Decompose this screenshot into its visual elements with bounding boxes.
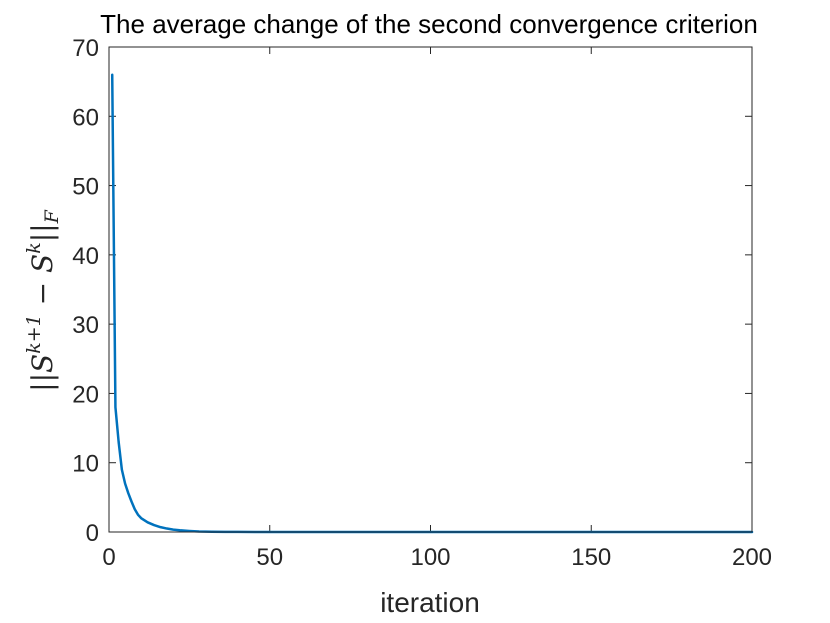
axis-ticks: 0 50 100 150 200 0 10 20 30 40 50 60 70 bbox=[72, 35, 772, 571]
x-tick-label: 50 bbox=[256, 544, 283, 571]
y-label-superscript: k+1 bbox=[23, 314, 45, 354]
x-tick-label: 100 bbox=[410, 544, 450, 571]
y-tick-label: 0 bbox=[86, 520, 99, 547]
y-tick-label: 50 bbox=[72, 174, 99, 201]
x-axis-label: iteration bbox=[380, 587, 480, 618]
y-tick-label: 10 bbox=[72, 451, 99, 478]
x-tick-label: 150 bbox=[571, 544, 611, 571]
y-tick-label: 20 bbox=[72, 381, 99, 408]
x-tick-label: 0 bbox=[102, 544, 115, 571]
y-tick-label: 70 bbox=[72, 35, 99, 62]
y-label-subscript: F bbox=[41, 209, 63, 224]
plot-area-frame bbox=[108, 46, 753, 533]
y-axis-label: ||Sk+1 − Sk||F bbox=[23, 209, 63, 391]
x-tick-label: 200 bbox=[732, 544, 772, 571]
y-label-text: || bbox=[26, 223, 59, 242]
y-tick-label: 40 bbox=[72, 243, 99, 270]
y-label-text: − S bbox=[26, 254, 59, 314]
y-tick-label: 30 bbox=[72, 312, 99, 339]
y-tick-label: 60 bbox=[72, 104, 99, 131]
y-label-superscript: k bbox=[23, 242, 45, 254]
y-label-text: ||S bbox=[26, 354, 59, 392]
chart-title: The average change of the second converg… bbox=[100, 9, 758, 39]
